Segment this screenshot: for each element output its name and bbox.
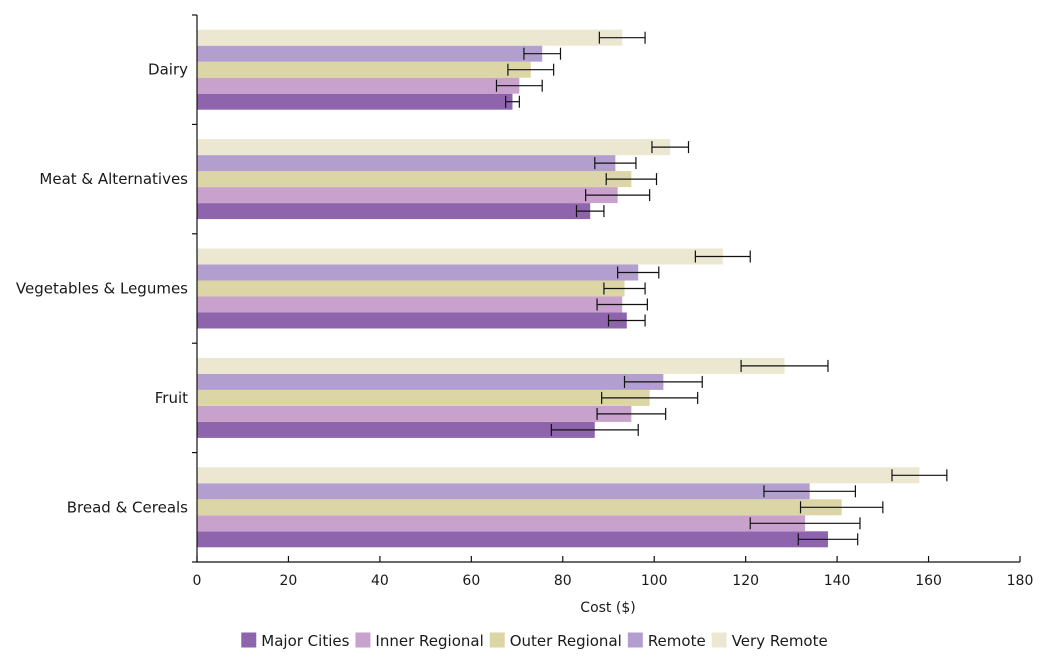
bars-layer [197, 29, 920, 548]
x-tick-label-6: 120 [732, 573, 759, 589]
legend-label-2: Outer Regional [510, 632, 622, 650]
bar-1-1 [197, 187, 618, 204]
bar-0-3 [197, 45, 543, 62]
bar-3-2 [197, 389, 650, 406]
legend-swatch-3 [627, 632, 643, 648]
x-tick-label-8: 160 [915, 573, 942, 589]
x-tick-label-0: 0 [193, 573, 202, 589]
bar-2-1 [197, 296, 623, 313]
x-tick-label-2: 40 [371, 573, 389, 589]
bar-3-1 [197, 405, 632, 422]
legend-label-3: Remote [648, 632, 706, 650]
bar-1-2 [197, 171, 632, 188]
error-bar-4-4 [891, 469, 948, 482]
error-bar-0-1 [495, 79, 543, 92]
bar-2-4 [197, 248, 723, 265]
bar-4-1 [197, 515, 806, 532]
error-bar-0-2 [507, 63, 555, 76]
error-bars-layer [495, 31, 948, 546]
bar-1-4 [197, 139, 671, 156]
bar-4-3 [197, 483, 810, 500]
error-bar-0-0 [505, 95, 520, 108]
bar-2-0 [197, 312, 627, 329]
error-bar-4-0 [797, 533, 859, 546]
bar-4-0 [197, 531, 828, 548]
x-tick-label-9: 180 [1007, 573, 1034, 589]
legend-swatch-4 [711, 632, 727, 648]
bar-1-0 [197, 203, 591, 220]
error-bar-2-4 [694, 250, 751, 263]
legend-item-3: Remote [627, 632, 706, 650]
bar-0-4 [197, 29, 623, 46]
error-bar-2-1 [596, 298, 648, 311]
category-label-2: Vegetables & Legumes [16, 280, 188, 298]
bar-0-2 [197, 61, 531, 78]
legend-label-4: Very Remote [732, 632, 828, 650]
labels-layer: Dairy Meat & Alternatives Vegetables & Leg… [16, 61, 1033, 589]
error-bar-3-3 [623, 375, 703, 388]
x-tick-label-1: 20 [280, 573, 298, 589]
error-bar-4-2 [799, 501, 884, 514]
x-axis-title: Cost ($) [580, 600, 635, 616]
legend-label-0: Major Cities [261, 632, 349, 650]
bar-3-4 [197, 357, 785, 374]
bar-0-1 [197, 77, 520, 94]
error-bar-4-1 [749, 517, 861, 530]
error-bar-1-4 [651, 141, 690, 154]
error-bar-2-3 [617, 266, 660, 279]
error-bar-2-0 [607, 314, 646, 327]
legend: Major Cities Inner Regional Outer Regional… [241, 632, 828, 650]
category-label-0: Dairy [148, 61, 188, 79]
category-label-4: Bread & Cereals [67, 498, 188, 516]
x-tick-label-5: 100 [641, 573, 668, 589]
legend-swatch-0 [241, 632, 257, 648]
axes-layer [192, 14, 1021, 563]
error-bar-1-2 [605, 173, 658, 186]
error-bar-1-1 [585, 189, 651, 202]
x-tick-label-3: 60 [462, 573, 480, 589]
error-bar-1-3 [594, 157, 637, 170]
error-bar-2-2 [603, 282, 646, 295]
bar-2-2 [197, 280, 625, 297]
category-label-1: Meat & Alternatives [39, 170, 188, 188]
error-bar-3-2 [601, 391, 699, 404]
bar-4-2 [197, 499, 842, 516]
category-label-3: Fruit [155, 389, 188, 407]
legend-label-1: Inner Regional [375, 632, 483, 650]
legend-swatch-2 [489, 632, 505, 648]
error-bar-0-3 [523, 47, 562, 60]
legend-swatch-1 [355, 632, 371, 648]
error-bar-0-4 [598, 31, 646, 44]
bar-2-3 [197, 264, 639, 281]
legend-item-4: Very Remote [711, 632, 828, 650]
bar-0-0 [197, 93, 513, 110]
x-tick-label-4: 80 [554, 573, 572, 589]
error-bar-4-3 [763, 485, 857, 498]
bar-4-4 [197, 467, 920, 484]
legend-item-2: Outer Regional [489, 632, 622, 650]
error-bar-3-1 [596, 407, 667, 420]
bar-3-3 [197, 373, 664, 390]
bar-1-3 [197, 155, 616, 172]
error-bar-1-0 [575, 205, 605, 218]
error-bar-3-4 [740, 359, 829, 372]
legend-item-1: Inner Regional [355, 632, 484, 650]
legend-item-0: Major Cities [241, 632, 350, 650]
x-tick-label-7: 140 [824, 573, 851, 589]
error-bar-3-0 [550, 423, 639, 436]
bar-3-0 [197, 421, 595, 438]
